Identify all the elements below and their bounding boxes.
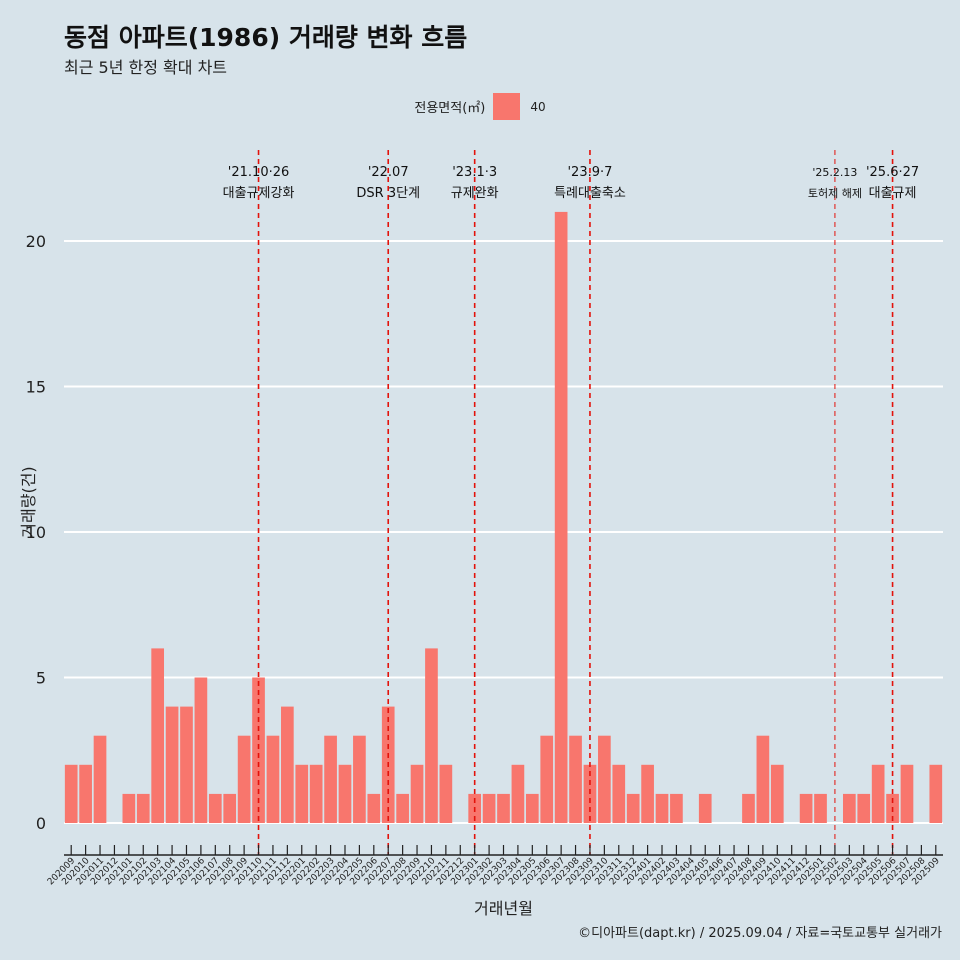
bar bbox=[497, 793, 510, 823]
bar bbox=[626, 793, 640, 823]
y-tick-label: 5 bbox=[36, 669, 46, 688]
bar bbox=[871, 764, 885, 823]
legend-title: 전용면적(㎡) bbox=[414, 101, 486, 116]
legend-label: 40 bbox=[530, 99, 546, 114]
bar bbox=[670, 793, 683, 823]
annotation-label: 대출규제강화 bbox=[223, 186, 295, 201]
bar bbox=[770, 764, 784, 823]
bar bbox=[511, 764, 525, 823]
legend: 전용면적(㎡) 40 bbox=[0, 93, 960, 120]
bar bbox=[367, 793, 381, 823]
bar bbox=[165, 706, 179, 823]
bar bbox=[425, 648, 438, 823]
bar bbox=[237, 735, 251, 823]
bar bbox=[698, 793, 712, 823]
bar bbox=[324, 735, 337, 823]
bar bbox=[136, 793, 150, 823]
bar bbox=[266, 735, 280, 823]
y-tick-label: 0 bbox=[36, 814, 46, 833]
x-axis-title: 거래년월 bbox=[474, 899, 533, 918]
bar bbox=[756, 735, 770, 823]
bar bbox=[93, 735, 107, 823]
annotation-label: 특례대출축소 bbox=[554, 186, 626, 201]
bar bbox=[410, 764, 424, 823]
annotation-label: 대출규제 bbox=[869, 186, 917, 201]
bar bbox=[180, 706, 193, 823]
bar bbox=[814, 793, 827, 823]
bar bbox=[338, 764, 352, 823]
bar bbox=[540, 735, 554, 823]
annotation-date: '23.1·3 bbox=[452, 165, 497, 180]
source-caption: ©디아파트(dapt.kr) / 2025.09.04 / 자료=국토교통부 실… bbox=[578, 926, 942, 941]
bar bbox=[439, 764, 453, 823]
bar bbox=[799, 793, 813, 823]
bar bbox=[554, 211, 568, 823]
bar bbox=[208, 793, 222, 823]
y-tick-label: 10 bbox=[26, 523, 46, 542]
bar bbox=[525, 793, 539, 823]
annotation-label: DSR 3단계 bbox=[356, 186, 420, 201]
bar bbox=[396, 793, 409, 823]
chart-subtitle: 최근 5년 한정 확대 차트 bbox=[64, 58, 228, 77]
bar bbox=[655, 793, 669, 823]
bar bbox=[79, 764, 92, 823]
annotation-date: '21.10·26 bbox=[228, 165, 289, 180]
legend-swatch bbox=[493, 93, 521, 120]
bar bbox=[64, 764, 78, 823]
bar bbox=[281, 706, 294, 823]
y-tick-label: 15 bbox=[26, 378, 46, 397]
y-tick-label: 20 bbox=[26, 232, 46, 251]
annotation-date: '22.07 bbox=[368, 165, 409, 180]
bar bbox=[223, 793, 237, 823]
y-axis-title: 거래량(건) bbox=[19, 466, 38, 537]
bar bbox=[151, 648, 165, 823]
annotation-label: 규제완화 bbox=[451, 186, 499, 201]
bar bbox=[598, 735, 611, 823]
bar bbox=[900, 764, 914, 823]
chart-title: 동점 아파트(1986) 거래량 변화 흐름 bbox=[64, 23, 468, 52]
bar bbox=[353, 735, 366, 823]
bar bbox=[482, 793, 496, 823]
annotation-date: '25.6·27 bbox=[866, 165, 919, 180]
bar bbox=[309, 764, 323, 823]
annotation-label: 토허제 해제 bbox=[808, 186, 862, 200]
annotation-date: '25.2.13 bbox=[812, 166, 857, 179]
bar bbox=[742, 793, 755, 823]
bar bbox=[842, 793, 856, 823]
bar bbox=[194, 677, 208, 823]
bar bbox=[857, 793, 871, 823]
bar bbox=[641, 764, 654, 823]
bar bbox=[252, 677, 265, 823]
bar bbox=[122, 793, 136, 823]
bar bbox=[295, 764, 309, 823]
bar bbox=[569, 735, 582, 823]
bar bbox=[612, 764, 626, 823]
annotation-date: '23.9·7 bbox=[567, 165, 612, 180]
bar bbox=[929, 764, 943, 823]
